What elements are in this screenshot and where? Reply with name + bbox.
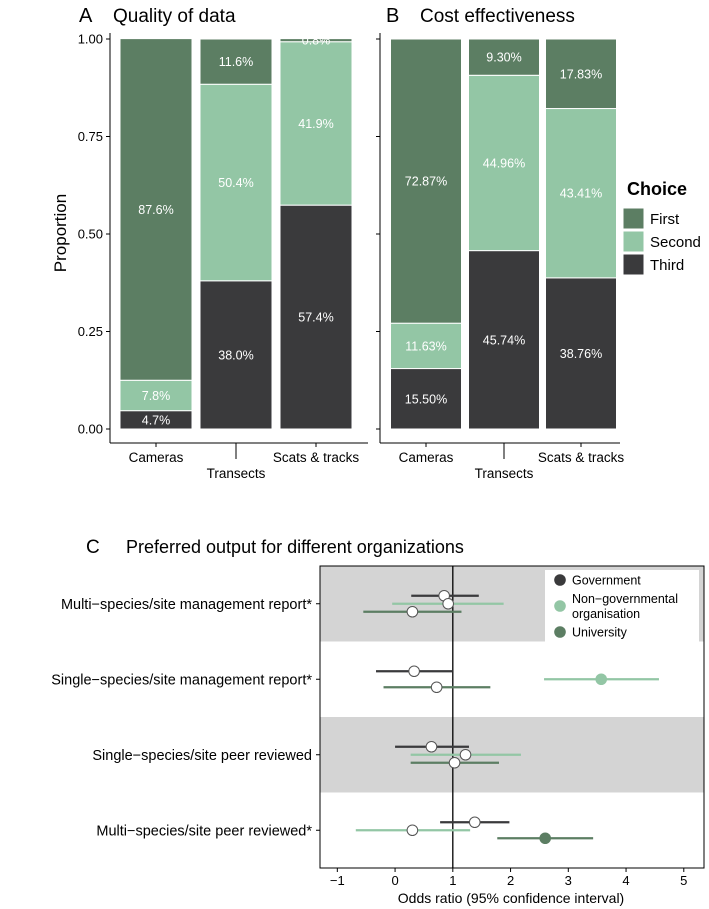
forest-x-tick-label: 4: [622, 873, 629, 888]
panel-a-bar-chart: 0.00 0.25 0.50 0.75 1.00 4.7% 7.8% 87.6% Cameras…: [78, 32, 368, 481]
estimate-point-row3-non-governmental-organisation: [406, 824, 419, 837]
estimate-point-row1-non-governmental-organisation: [595, 673, 608, 686]
panel-a-bar-transects-second: [199, 83, 273, 282]
choice-legend: Choice First Second Third: [622, 179, 701, 276]
y-axis-title: Proportion: [51, 194, 70, 272]
panel-b-data-label: 72.87%: [405, 175, 447, 189]
estimate-point-row1-government: [408, 665, 420, 678]
panel-a-data-label: 4.7%: [142, 413, 171, 427]
panel-a-bar-transects-first: [199, 38, 273, 85]
panel-a-data-label: 87.6%: [138, 203, 173, 217]
panel-a-title: Quality of data: [113, 6, 236, 27]
panel-a-x-tick-label: Transects: [207, 466, 266, 481]
panel-a-bar-scats-tracks-second: [279, 41, 353, 206]
x-axis-title: Odds ratio (95% confidence interval): [398, 890, 624, 906]
group-legend-label-1: Non−governmental: [572, 592, 678, 606]
panel-a-x-tick-label: Cameras: [129, 450, 184, 465]
panel-b-bar-cameras-third: [390, 368, 462, 430]
forest-plot-frame: [319, 565, 705, 869]
estimate-point-row2-government: [425, 740, 438, 753]
row-label-2: Single−species/site peer reviewed: [92, 748, 312, 764]
panel-c-title: Preferred output for different organizat…: [126, 537, 464, 557]
panel-c-forest-plot: −1 0 1 2 3 4 5 Multi−species/site management re…: [51, 565, 705, 888]
row-label-0: Multi−species/site management report*: [61, 597, 312, 613]
panel-a-data-label: 41.9%: [298, 117, 333, 131]
group-legend-label-2: University: [572, 626, 628, 640]
panel-b-data-label: 17.83%: [560, 67, 602, 81]
panel-b-letter: B: [386, 5, 399, 27]
legend-label-third: Third: [650, 257, 684, 274]
forest-x-tick-label: 5: [680, 873, 687, 888]
forest-x-tick-label: 1: [449, 873, 456, 888]
forest-x-tick-label: 0: [391, 873, 398, 888]
panel-b-bar-scats-tracks-second: [545, 108, 617, 279]
panel-b-bar-transects-third: [468, 250, 540, 430]
panel-b-data-label: 38.76%: [560, 347, 602, 361]
forest-x-tick-label: −1: [330, 873, 345, 888]
row-label-3: Multi−species/site peer reviewed*: [96, 823, 312, 839]
legend-label-first: First: [650, 211, 680, 228]
panel-b-data-label: 9.30%: [486, 51, 521, 65]
panel-a-data-label: 38.0%: [218, 348, 253, 362]
estimate-point-row2-university: [448, 756, 461, 769]
panel-a-y-tick-label: 0.50: [78, 227, 103, 242]
panel-b-data-label: 43.41%: [560, 187, 602, 201]
panel-b-bar-scats-tracks-third: [545, 277, 617, 430]
panel-a-bar-transects-third: [199, 280, 273, 430]
panel-a-letter: A: [79, 5, 93, 27]
group-legend-marker-2: [554, 626, 566, 638]
panel-a-data-label: 11.6%: [219, 55, 254, 69]
panel-a-y-tick-label: 0.25: [78, 324, 103, 339]
panel-c-letter: C: [86, 537, 100, 558]
legend-title: Choice: [627, 179, 687, 199]
panel-b-bar-chart: 15.50% 11.63% 72.87% Cameras 45.74% 44.96% 9.3…: [376, 33, 624, 481]
forest-x-tick-label: 3: [565, 873, 572, 888]
panel-b-bar-scats-tracks-first: [545, 38, 617, 110]
estimate-point-row0-university: [406, 605, 419, 618]
panel-b-data-label: 11.63%: [405, 339, 446, 353]
panel-a-data-label: 50.4%: [218, 176, 253, 190]
panel-a-bar-cameras-first: [119, 38, 193, 381]
panel-b-data-label: 44.96%: [483, 156, 525, 170]
panel-a-x-tick-label: Scats & tracks: [273, 450, 360, 465]
estimate-point-row3-university: [539, 832, 552, 845]
group-legend-marker-1: [554, 600, 566, 612]
legend-swatch-third: [622, 253, 645, 276]
panel-b-bar-cameras-first: [390, 38, 462, 324]
panel-a-data-label: 7.8%: [142, 389, 171, 403]
legend-label-second: Second: [650, 234, 701, 251]
panel-a-bar-scats-tracks-first: [279, 38, 353, 43]
panel-b-data-label: 45.74%: [483, 333, 525, 347]
panel-a-data-label: 0.8%: [302, 34, 331, 48]
estimate-point-row0-non-governmental-organisation: [442, 597, 454, 610]
group-legend-label-1: organisation: [572, 607, 640, 621]
row-label-1: Single−species/site management report*: [51, 672, 312, 688]
legend-swatch-second: [622, 230, 645, 253]
panel-b-x-tick-label: Scats & tracks: [538, 450, 625, 465]
panel-b-bar-transects-second: [468, 74, 540, 252]
group-legend-marker-0: [554, 574, 566, 586]
legend-swatch-first: [622, 207, 645, 230]
estimate-point-row1-university: [430, 681, 443, 694]
panel-a-y-tick-label: 1.00: [78, 32, 103, 47]
panel-b-bar-transects-first: [468, 38, 540, 76]
panel-b-x-tick-label: Cameras: [399, 450, 454, 465]
estimate-point-row3-government: [468, 816, 481, 829]
panel-a-y-tick-label: 0.00: [78, 422, 103, 437]
panel-a-y-tick-label: 0.75: [78, 129, 103, 144]
group-legend-label-0: Government: [572, 574, 641, 588]
panel-b-x-tick-label: Transects: [475, 466, 534, 481]
panel-a-data-label: 57.4%: [298, 311, 333, 325]
panel-b-data-label: 15.50%: [405, 392, 447, 406]
panel-a-bar-scats-tracks-third: [279, 204, 353, 430]
forest-x-tick-label: 2: [507, 873, 514, 888]
panel-b-title: Cost effectiveness: [420, 6, 575, 27]
group-legend-box: [545, 570, 699, 642]
estimate-point-row2-non-governmental-organisation: [459, 748, 472, 761]
